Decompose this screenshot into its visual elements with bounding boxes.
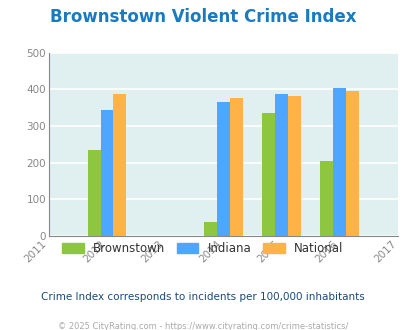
Text: Crime Index corresponds to incidents per 100,000 inhabitants: Crime Index corresponds to incidents per… — [41, 292, 364, 302]
Bar — [345, 91, 358, 236]
Bar — [333, 87, 345, 236]
Bar — [229, 98, 242, 236]
Legend: Brownstown, Indiana, National: Brownstown, Indiana, National — [58, 237, 347, 260]
Bar — [113, 94, 126, 236]
Bar — [275, 94, 287, 236]
Bar — [262, 113, 275, 236]
Bar — [320, 161, 333, 236]
Text: Brownstown Violent Crime Index: Brownstown Violent Crime Index — [50, 8, 355, 26]
Text: © 2025 CityRating.com - https://www.cityrating.com/crime-statistics/: © 2025 CityRating.com - https://www.city… — [58, 322, 347, 330]
Bar — [216, 102, 229, 236]
Bar — [87, 149, 100, 236]
Bar — [100, 110, 113, 236]
Bar — [204, 222, 216, 236]
Bar — [287, 96, 300, 236]
